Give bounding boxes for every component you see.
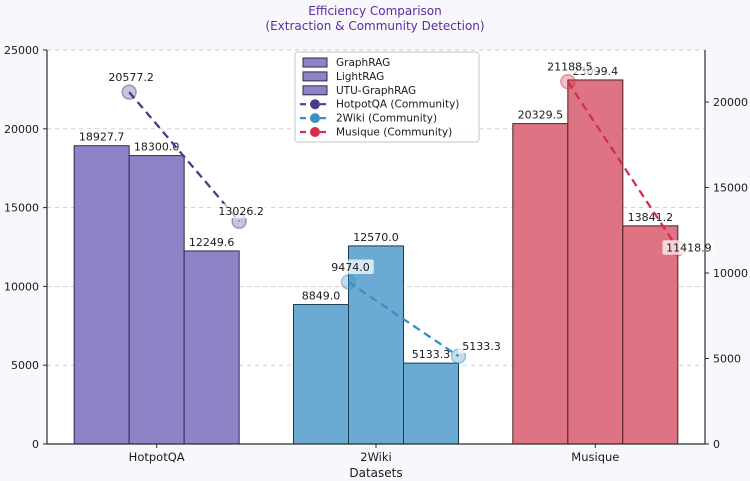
bar-lightrag-musique	[567, 79, 624, 445]
legend-item-graphrag-label: GraphRAG	[336, 57, 390, 69]
chart-title-line2: (Extraction & Community Detection)	[265, 19, 485, 33]
legend-box	[294, 51, 480, 143]
bar-utu-graphrag-2wiki	[403, 362, 459, 445]
left-tick-label-10000: 10000	[4, 280, 39, 293]
community-line-2wiki-label-end-bg	[458, 338, 505, 354]
left-tick-label-15000: 15000	[4, 202, 39, 215]
legend-item-lightrag-label: LightRAG	[336, 71, 384, 83]
bar-label-graphrag-hotpotqa-bg	[75, 129, 129, 144]
bar-graphrag-hotpotqa	[73, 145, 130, 445]
community-line-hotpotqa-label-start: 20577.2	[108, 71, 154, 84]
bar-label-utu-graphrag-2wiki-bg	[407, 346, 455, 362]
legend-item-utu-graphrag-label: UTU-GraphRAG	[336, 85, 416, 97]
bar-label-utu-graphrag-musique: 13841.2	[628, 211, 674, 224]
community-line-2wiki-label-start: 9474.0	[331, 261, 370, 274]
bar-label-lightrag-hotpotqa-bg	[130, 139, 184, 154]
bar-label-graphrag-2wiki-bg	[297, 288, 345, 303]
legend-item-musique-community-marker	[310, 127, 320, 137]
community-line-musique	[566, 81, 679, 250]
community-line-hotpotqa-label-end-bg	[214, 203, 268, 219]
community-line-musique-label-end: 11418.9	[666, 242, 712, 255]
chart-title-line1: Efficiency Comparison	[308, 4, 442, 18]
legend-item-2wiki-community-label: 2Wiki (Community)	[336, 113, 437, 125]
community-line-2wiki-label-start-bg	[327, 259, 374, 274]
x-tick-label-2wiki: 2Wiki	[360, 450, 392, 464]
community-line-hotpotqa-marker-0	[121, 84, 137, 100]
right-tick-label-0: 0	[713, 438, 720, 451]
bar-lightrag-2wiki	[348, 245, 404, 445]
community-line-musique-label-start: 21188.5	[547, 61, 593, 74]
chart-title: Efficiency Comparison (Extraction & Comm…	[0, 4, 750, 34]
bar-lightrag-hotpotqa	[128, 155, 185, 445]
x-tick-label-musique: Musique	[571, 450, 619, 464]
community-line-2wiki-label-end: 5133.3	[462, 340, 501, 353]
bar-utu-graphrag-hotpotqa	[183, 250, 240, 445]
legend-item-2wiki-community-marker	[310, 113, 320, 124]
legend-item-hotpotqa-community-label: HotpotQA (Community)	[336, 99, 459, 111]
bar-label-graphrag-musique: 20329.5	[518, 109, 564, 122]
right-tick-label-20000: 20000	[713, 96, 748, 109]
left-tick-label-5000: 5000	[11, 359, 39, 372]
bar-graphrag-musique	[512, 123, 569, 445]
left-tick-label-25000: 25000	[4, 44, 39, 57]
x-tick-label-hotpotqa: HotpotQA	[129, 450, 185, 464]
left-tick-label-0: 0	[32, 438, 39, 451]
right-tick-label-5000: 5000	[713, 352, 741, 365]
bar-label-graphrag-2wiki: 8849.0	[302, 290, 341, 303]
bar-label-utu-graphrag-musique-bg	[623, 209, 677, 224]
x-axis-label: Datasets	[349, 466, 402, 480]
community-line-hotpotqa-label-end: 13026.2	[218, 205, 264, 218]
community-line-2wiki	[347, 281, 460, 358]
community-line-musique-label-start-bg	[543, 59, 597, 74]
left-tick-label-20000: 20000	[4, 123, 39, 136]
bar-label-graphrag-hotpotqa: 18927.7	[79, 131, 125, 144]
legend-item-utu-graphrag-swatch	[302, 85, 328, 96]
bar-label-utu-graphrag-hotpotqa-bg	[185, 234, 239, 249]
bar-label-lightrag-hotpotqa: 18300.0	[134, 141, 180, 154]
community-line-hotpotqa	[128, 91, 241, 222]
bar-label-utu-graphrag-hotpotqa: 12249.6	[189, 236, 235, 249]
legend-item-hotpotqa-community-marker	[310, 99, 320, 110]
community-line-musique-marker-0	[560, 73, 576, 90]
community-line-2wiki-marker-0	[340, 274, 357, 290]
right-tick-label-10000: 10000	[713, 267, 748, 280]
community-line-hotpotqa-label-start-bg	[104, 69, 158, 85]
legend-item-musique-community-label: Musique (Community)	[336, 127, 452, 139]
bar-graphrag-2wiki	[293, 304, 349, 445]
bar-label-graphrag-musique-bg	[513, 107, 567, 122]
bar-label-utu-graphrag-2wiki: 5133.3	[412, 348, 451, 361]
right-tick-label-15000: 15000	[713, 181, 748, 194]
bar-label-lightrag-2wiki-bg	[349, 229, 403, 244]
bar-label-lightrag-2wiki: 12570.0	[353, 231, 399, 244]
legend-item-graphrag-swatch	[302, 57, 328, 68]
bar-utu-graphrag-musique	[622, 225, 679, 445]
legend-item-lightrag-swatch	[302, 71, 328, 82]
community-line-musique-label-end-bg	[662, 240, 716, 255]
